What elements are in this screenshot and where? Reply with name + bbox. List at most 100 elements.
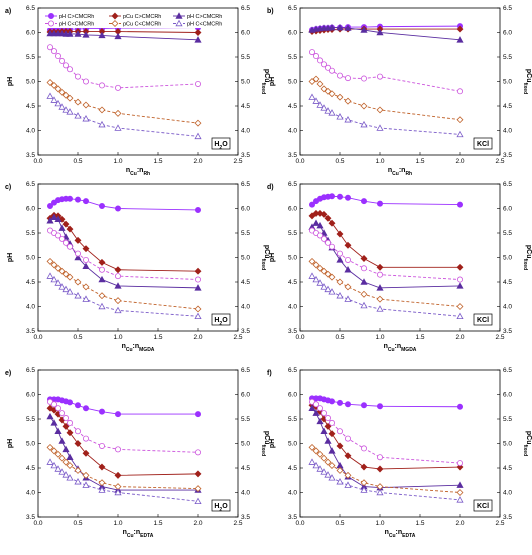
y-tick-label-right: 6.0 bbox=[241, 30, 250, 37]
y-tick-label-right: 4.0 bbox=[241, 490, 250, 497]
data-point bbox=[74, 236, 82, 244]
data-point bbox=[336, 466, 344, 474]
data-point bbox=[336, 23, 344, 31]
y-tick-label: 6.5 bbox=[288, 367, 297, 374]
data-point bbox=[316, 101, 324, 108]
series-line bbox=[311, 404, 461, 470]
y-tick-label: 5.0 bbox=[288, 255, 297, 262]
data-point bbox=[50, 447, 58, 455]
data-point bbox=[46, 217, 54, 224]
data-point bbox=[336, 113, 344, 120]
y-tick-label-right: 4.5 bbox=[503, 465, 512, 472]
data-point bbox=[336, 193, 343, 200]
data-point bbox=[83, 198, 90, 205]
data-point bbox=[114, 109, 122, 117]
data-point bbox=[312, 461, 320, 469]
data-point bbox=[328, 474, 336, 481]
data-point bbox=[456, 496, 464, 503]
data-point bbox=[344, 435, 351, 442]
data-point bbox=[308, 404, 316, 411]
data-point bbox=[194, 470, 202, 478]
data-point bbox=[58, 224, 66, 231]
y-tick-label: 5.0 bbox=[26, 79, 35, 86]
data-point bbox=[308, 49, 315, 56]
x-tick-label: 2.5 bbox=[233, 334, 242, 341]
y-tick-label: 5.0 bbox=[26, 441, 35, 448]
data-point bbox=[376, 124, 384, 131]
y-tick-label: 4.5 bbox=[288, 103, 297, 110]
y-tick-label-right: 5.5 bbox=[241, 416, 250, 423]
data-point bbox=[308, 458, 316, 465]
data-point bbox=[360, 301, 368, 309]
x-axis-label: nCu:nRh bbox=[126, 167, 150, 177]
data-point bbox=[114, 297, 122, 305]
legend-marker bbox=[111, 12, 119, 20]
x-tick-label: 2.0 bbox=[455, 334, 464, 341]
data-point bbox=[62, 91, 70, 99]
data-point bbox=[67, 195, 74, 202]
data-point bbox=[83, 256, 90, 263]
y-tick-label-right: 5.0 bbox=[241, 79, 250, 86]
data-point bbox=[308, 93, 316, 100]
data-point bbox=[360, 278, 368, 285]
data-point bbox=[82, 295, 90, 302]
data-point bbox=[328, 288, 336, 295]
data-point bbox=[58, 283, 66, 290]
data-point bbox=[316, 417, 324, 425]
data-point bbox=[55, 232, 62, 239]
panel-letter: d) bbox=[267, 184, 274, 191]
data-point bbox=[320, 427, 328, 434]
y-tick-label-right: 5.0 bbox=[241, 255, 250, 262]
data-point bbox=[344, 256, 351, 263]
data-point bbox=[54, 215, 62, 223]
series-line bbox=[49, 447, 199, 490]
data-point bbox=[66, 94, 74, 102]
data-point bbox=[82, 283, 90, 291]
data-point bbox=[50, 275, 58, 283]
y-tick-label-right: 6.5 bbox=[241, 5, 250, 12]
data-point bbox=[67, 243, 74, 250]
chart-panel: 3.5 3.5 4.0 4.0 4.5 4.5 5.0 5.0 5.5 5.5 6.0 6.0 6.5 6… bbox=[267, 367, 532, 539]
data-point bbox=[324, 239, 331, 246]
y-tick-label: 5.0 bbox=[26, 255, 35, 262]
data-point bbox=[54, 450, 62, 458]
x-axis-label: nCu:nMGDA bbox=[122, 343, 155, 353]
x-tick-label: 1.5 bbox=[415, 520, 424, 527]
y-tick-label-right: 6.0 bbox=[503, 206, 512, 213]
y-tick-label-right: 5.5 bbox=[503, 230, 512, 237]
x-tick-label: 0.5 bbox=[335, 158, 344, 165]
data-point bbox=[62, 458, 70, 466]
data-point bbox=[54, 264, 62, 272]
medium-box bbox=[473, 499, 493, 512]
data-point bbox=[59, 57, 66, 64]
medium-label: H2O bbox=[214, 317, 228, 327]
y-tick-label: 5.5 bbox=[26, 230, 35, 237]
y-axis-label: pH bbox=[7, 439, 14, 448]
medium-box bbox=[211, 499, 231, 512]
data-point bbox=[46, 79, 54, 86]
data-point bbox=[360, 445, 367, 452]
legend-marker bbox=[48, 20, 55, 27]
x-tick-label: 0.5 bbox=[73, 158, 82, 165]
data-point bbox=[66, 108, 74, 115]
series-line bbox=[49, 46, 199, 89]
y-tick-label: 4.5 bbox=[26, 103, 35, 110]
data-point bbox=[58, 29, 66, 37]
series-line bbox=[311, 230, 461, 280]
data-point bbox=[336, 93, 344, 101]
y-tick-label-right: 4.0 bbox=[241, 128, 250, 135]
x-tick-label: 0.0 bbox=[33, 520, 42, 527]
y-tick-label: 4.5 bbox=[26, 279, 35, 286]
data-point bbox=[316, 405, 323, 412]
data-point bbox=[344, 194, 351, 201]
data-point bbox=[98, 486, 106, 493]
y-tick-label: 4.0 bbox=[26, 490, 35, 497]
y-tick-label-right: 3.5 bbox=[241, 514, 250, 521]
data-point bbox=[74, 98, 82, 106]
x-tick-label: 1.5 bbox=[415, 158, 424, 165]
data-point bbox=[456, 282, 464, 289]
data-point bbox=[98, 31, 106, 39]
x-tick-label: 2.0 bbox=[193, 158, 202, 165]
data-point bbox=[316, 57, 323, 64]
